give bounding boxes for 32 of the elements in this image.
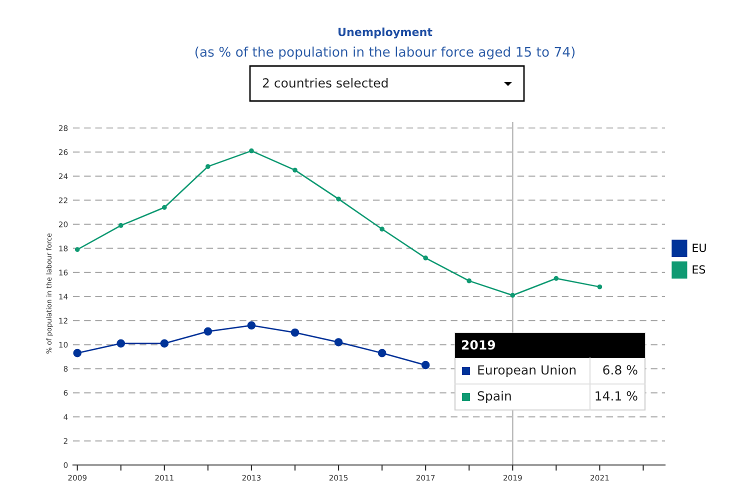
point xyxy=(334,338,343,346)
point xyxy=(162,205,167,210)
point xyxy=(116,339,126,348)
point xyxy=(290,328,300,337)
chart-subtitle: (as % of the population in the labour force aged 15 to 74) xyxy=(195,46,575,60)
point xyxy=(249,148,254,154)
point xyxy=(292,168,298,173)
annotation: Spain xyxy=(478,390,511,404)
point xyxy=(378,348,386,358)
point xyxy=(206,164,210,169)
annotation: 6.8 % xyxy=(603,365,638,375)
point xyxy=(247,321,256,330)
legend-label: EU xyxy=(692,244,706,252)
point xyxy=(380,226,384,232)
point xyxy=(204,327,212,336)
point xyxy=(466,278,472,284)
annotation: European Union xyxy=(478,364,576,378)
point xyxy=(118,223,124,228)
annotation: 14.1 % xyxy=(596,391,638,401)
point xyxy=(421,360,430,370)
point xyxy=(74,247,80,252)
legend-label: ES xyxy=(692,265,706,274)
point xyxy=(597,284,602,290)
point xyxy=(160,339,169,348)
point xyxy=(336,196,341,202)
point xyxy=(510,292,516,298)
point xyxy=(423,256,428,260)
text: 2 countries selected xyxy=(262,78,388,88)
chart-title: Unemployment xyxy=(338,28,432,38)
annotation: 2019 xyxy=(462,340,495,350)
point xyxy=(554,276,559,281)
point xyxy=(73,348,82,358)
